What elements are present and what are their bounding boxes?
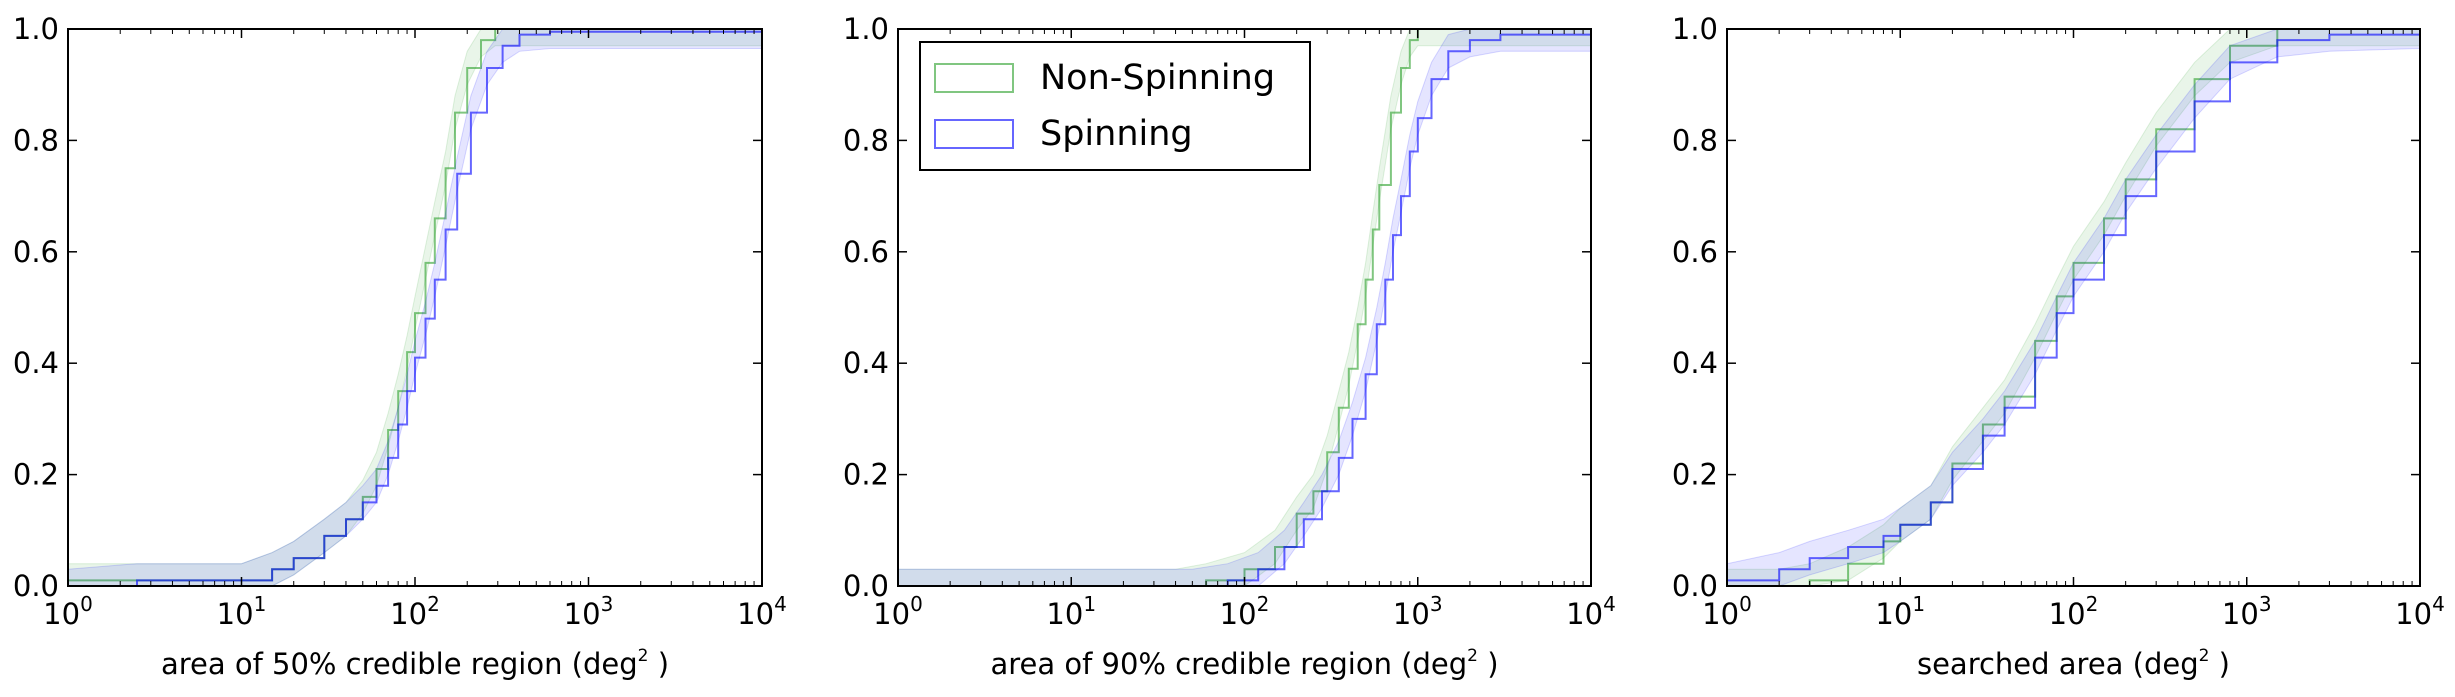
y-tick-label: 0.4 [1672, 346, 1718, 380]
chart-panel-2: 0.0 0.2 0.4 0.6 0.8 1.0 100 101 102 103 104 area of… [843, 12, 1616, 681]
y-tick-label: 0.4 [13, 346, 59, 380]
x-tick-label: 101 [1875, 592, 1925, 631]
y-tick-label: 0.0 [1672, 569, 1718, 603]
x-tick-label: 103 [2222, 592, 2272, 631]
y-tick-label: 0.0 [13, 569, 59, 603]
y-tick-label: 0.6 [843, 235, 889, 269]
y-tick-label: 0.2 [1672, 458, 1718, 492]
y-tick-label: 0.8 [13, 123, 59, 157]
chart-panel-3: 0.0 0.2 0.4 0.6 0.8 1.0 100 101 102 103 104 searche… [1672, 12, 2445, 681]
x-tick-label: 103 [1393, 592, 1443, 631]
x-tick-label: 101 [1046, 592, 1096, 631]
x-tick-label: 100 [1702, 592, 1752, 631]
legend-label-non-spinning: Non-Spinning [1040, 58, 1275, 98]
x-tick-label: 104 [2395, 592, 2445, 631]
legend: Non-Spinning Spinning [919, 41, 1311, 171]
spinning-line [68, 30, 762, 587]
x-axis-label: searched area (deg2 ) [1917, 646, 2230, 681]
y-tick-label: 1.0 [843, 12, 889, 46]
x-axis-label: area of 90% credible region (deg2 ) [990, 646, 1498, 681]
y-tick-label: 0.6 [1672, 235, 1718, 269]
y-tick-label: 0.8 [843, 123, 889, 157]
legend-label-spinning: Spinning [1040, 114, 1193, 154]
spinning-line [898, 33, 1591, 587]
spinning-line [1727, 31, 2421, 582]
legend-swatch-spinning [934, 119, 1014, 149]
x-tick-label: 104 [1566, 592, 1616, 631]
x-tick-label: 103 [564, 592, 614, 631]
y-tick-label: 0.4 [843, 346, 889, 380]
chart-panel-1: 0.0 0.2 0.4 0.6 0.8 1.0 100 101 102 103 104 area of… [13, 12, 787, 681]
legend-swatch-non-spinning [934, 63, 1014, 93]
y-tick-label: 0.2 [843, 458, 889, 492]
x-tick-label: 104 [737, 592, 787, 631]
y-tick-label: 0.2 [13, 458, 59, 492]
y-tick-label: 0.8 [1672, 123, 1718, 157]
x-tick-label: 102 [2049, 592, 2099, 631]
y-tick-label: 1.0 [1672, 12, 1718, 46]
x-axis-label: area of 50% credible region (deg2 ) [161, 646, 669, 681]
non-spinning-line [898, 28, 1591, 587]
x-tick-label: 102 [1220, 592, 1270, 631]
x-tick-label: 100 [43, 592, 93, 631]
y-tick-label: 1.0 [13, 12, 59, 46]
x-tick-label: 100 [873, 592, 923, 631]
x-tick-label: 102 [390, 592, 440, 631]
non-spinning-band [67, 28, 763, 587]
y-tick-label: 0.6 [13, 235, 59, 269]
x-tick-label: 101 [217, 592, 267, 631]
y-tick-label: 0.0 [843, 569, 889, 603]
